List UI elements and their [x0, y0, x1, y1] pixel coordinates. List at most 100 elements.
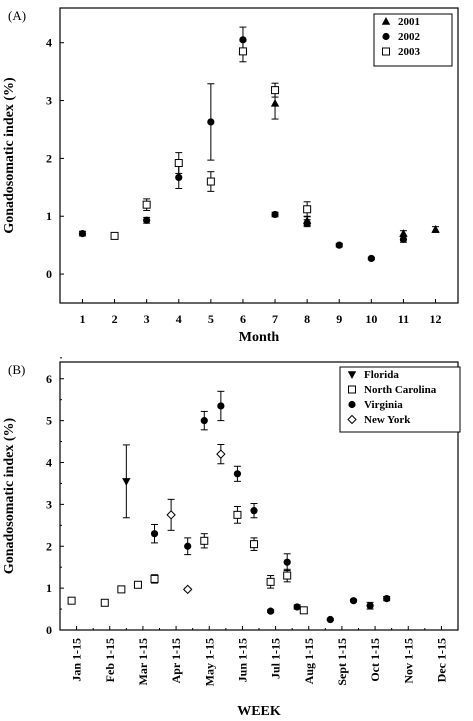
data-point — [383, 594, 391, 603]
x-tick-label: 11 — [398, 312, 409, 326]
plot-frame — [59, 7, 459, 304]
y-tick-label: 4 — [46, 456, 52, 470]
x-tick-label: Feb 1-15 — [103, 638, 117, 682]
panel-label: (B) — [8, 362, 25, 377]
legend-entry: North Carolina — [364, 384, 437, 396]
data-point — [399, 229, 408, 237]
x-tick-label: 5 — [208, 312, 214, 326]
data-point — [200, 536, 209, 545]
data-point — [233, 510, 242, 519]
legend-entry: 2002 — [398, 31, 421, 43]
data-point — [250, 540, 259, 549]
series-new-york — [166, 443, 226, 595]
x-tick-label: Jun 1-15 — [235, 638, 249, 682]
data-point — [367, 254, 375, 263]
series-2003 — [110, 40, 312, 240]
x-tick-label: 8 — [304, 312, 310, 326]
legend: Florida North Carolina Virginia New York — [339, 366, 461, 433]
data-point — [431, 225, 440, 233]
y-tick-label: 1 — [46, 581, 52, 595]
x-tick-label: 9 — [336, 312, 342, 326]
x-tick-label: Oct 1-15 — [368, 638, 382, 682]
x-tick-label: 10 — [365, 312, 377, 326]
x-tick-label: May 1-15 — [202, 638, 216, 686]
data-point — [399, 235, 408, 243]
y-axis-label: Gonadosomatic index (%) — [2, 77, 17, 234]
data-point — [267, 607, 275, 615]
data-point — [142, 200, 151, 209]
x-tick-label: 7 — [272, 312, 278, 326]
data-point — [150, 574, 159, 583]
x-tick-label: Jul 1-15 — [269, 638, 283, 679]
data-point — [174, 159, 183, 168]
data-point — [326, 615, 334, 624]
data-point — [250, 507, 258, 515]
data-point — [233, 470, 242, 478]
data-point — [184, 542, 192, 550]
x-tick-label: Aug 1-15 — [302, 638, 316, 684]
y-axis-label: Gonadosomatic index (%) — [2, 417, 17, 574]
data-point — [122, 478, 131, 486]
y-tick-label: 1 — [46, 209, 52, 223]
legend-entry: Florida — [364, 369, 399, 381]
y-tick-label: 4 — [46, 36, 52, 50]
data-point — [271, 86, 280, 95]
x-tick-label: Nov 1-15 — [401, 638, 415, 684]
legend-box — [339, 366, 461, 433]
data-point — [67, 596, 76, 605]
data-point — [335, 241, 343, 249]
series-florida — [122, 444, 131, 519]
legend-marker — [348, 400, 356, 409]
data-point — [216, 449, 226, 459]
data-point — [200, 417, 208, 425]
data-point — [239, 36, 247, 44]
data-point — [150, 530, 159, 538]
data-point — [100, 598, 109, 607]
data-point — [182, 584, 193, 595]
x-tick-label: Dec 1-15 — [434, 638, 448, 682]
data-point — [133, 580, 142, 589]
x-tick-label: 6 — [240, 312, 246, 326]
data-point — [366, 602, 374, 610]
data-point — [299, 606, 308, 615]
legend-marker — [348, 385, 356, 394]
x-tick-label: 1 — [79, 312, 85, 326]
data-point — [283, 571, 292, 580]
x-tick-label: Apr 1-15 — [169, 638, 183, 683]
y-tick-label: 3 — [46, 497, 52, 511]
series-2001 — [270, 87, 440, 237]
x-tick-label: 2 — [112, 312, 118, 326]
legend-entry: 2001 — [398, 16, 420, 28]
series-virginia — [150, 390, 391, 624]
chart-panel-b: (B) 0 1 2 3 4 5 6 Jan 1-15 Feb 1-15 Mar 1-15 Apr 1-… — [2, 357, 461, 719]
legend-entry: New York — [364, 414, 411, 426]
data-point — [166, 510, 176, 520]
data-point — [349, 597, 358, 605]
x-tick-label: 3 — [144, 312, 150, 326]
legend: 2001 2002 2003 — [373, 13, 453, 67]
legend-entry: Virginia — [364, 399, 403, 411]
x-tick-label: Jan 1-15 — [70, 638, 84, 682]
data-point — [206, 177, 215, 186]
data-point — [238, 47, 247, 56]
legend-entry: 2003 — [398, 46, 421, 58]
x-tick-label: 12 — [430, 312, 442, 326]
data-point — [175, 173, 183, 182]
data-point — [110, 231, 119, 240]
legend-marker — [347, 414, 357, 425]
y-tick-label: 2 — [46, 151, 52, 165]
data-point — [117, 585, 126, 594]
y-tick-label: 5 — [46, 414, 52, 428]
data-point — [78, 229, 87, 238]
y-tick-label: 3 — [46, 94, 52, 108]
y-tick-label: 0 — [46, 267, 52, 281]
legend-marker — [381, 17, 391, 25]
data-point — [283, 558, 291, 566]
data-point — [270, 98, 280, 107]
series-2002 — [78, 26, 408, 263]
x-tick-label: Sept 1-15 — [335, 638, 349, 686]
data-point — [293, 603, 301, 611]
x-axis-label: Month — [239, 330, 280, 345]
